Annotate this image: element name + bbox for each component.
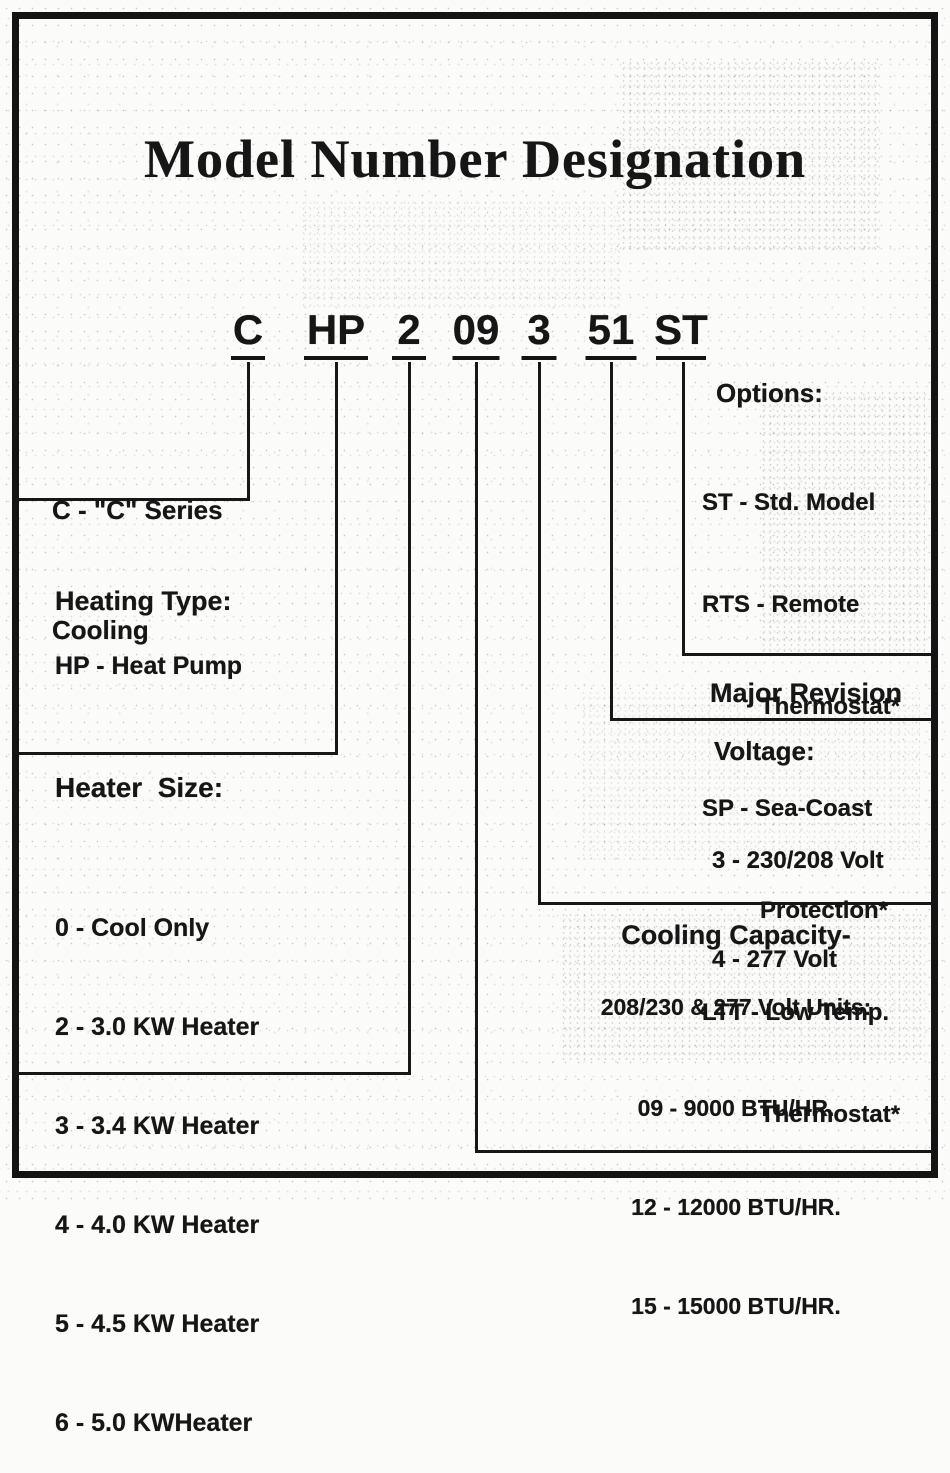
heater-size-item: 5 - 4.5 KW Heater — [55, 1310, 260, 1338]
connector-line-capacity-v — [475, 362, 478, 1153]
heater-size-item: 6 - 5.0 KWHeater — [55, 1409, 253, 1437]
connector-line-voltage-h — [538, 902, 932, 905]
connector-line-heating-h — [16, 752, 338, 755]
segment-underline — [521, 356, 557, 360]
segment-underline — [585, 356, 637, 360]
heating-type-item: HP - Heat Pump — [55, 652, 243, 680]
major-revision-label: Major Revision — [710, 678, 903, 708]
model-segment-heater: 2 — [397, 306, 421, 353]
segment-underline — [392, 356, 426, 360]
heater-size-item: 3 - 3.4 KW Heater — [55, 1112, 260, 1140]
model-segment-series: C — [232, 306, 264, 353]
voltage-list: 3 - 230/208 Volt 4 - 277 Volt — [712, 778, 884, 1009]
page-title: Model Number Designation — [143, 129, 806, 189]
connector-line-revision-h — [610, 718, 932, 721]
heating-type-heading: Heating Type: — [55, 586, 232, 616]
model-segment-options: ST — [654, 306, 708, 353]
options-item-continuation: Thermostat* — [760, 1101, 901, 1128]
cooling-capacity-subheading: 208/230 & 277 Volt Units: — [600, 994, 872, 1020]
heater-size-heading: Heater Size: — [55, 772, 224, 803]
connector-line-series-v — [247, 362, 250, 501]
series-label: C - "C" Series Cooling — [52, 410, 223, 690]
options-item-continuation: Thermostat* — [760, 693, 901, 720]
page-border-frame — [12, 12, 938, 1178]
model-segment-voltage: 3 — [527, 306, 551, 353]
options-list: ST - Std. Model RTS - Remote Thermostat*… — [702, 418, 900, 1166]
cooling-capacity-heading: Cooling Capacity- — [621, 920, 851, 950]
segment-underline — [231, 356, 265, 360]
voltage-item: 4 - 277 Volt — [712, 946, 837, 973]
connector-line-heater-h — [16, 1072, 411, 1075]
cooling-capacity-item: 12 - 12000 BTU/HR. — [631, 1194, 841, 1220]
options-item: RTS - Remote — [702, 591, 860, 618]
options-item: ST - Std. Model — [702, 489, 876, 516]
heater-size-list: 0 - Cool Only 2 - 3.0 KW Heater 3 - 3.4 … — [55, 846, 259, 1473]
cooling-capacity-item: 09 - 9000 BTU/HR. — [637, 1095, 835, 1121]
connector-line-revision-v — [610, 362, 613, 720]
connector-line-voltage-v — [538, 362, 541, 905]
connector-line-heating-v — [335, 362, 338, 755]
heater-size-item: 4 - 4.0 KW Heater — [55, 1211, 260, 1239]
options-item: SP - Sea-Coast — [702, 795, 873, 822]
voltage-heading: Voltage: — [714, 736, 815, 766]
connector-line-capacity-h — [475, 1150, 932, 1153]
segment-underline — [656, 356, 706, 360]
cooling-capacity-list: 09 - 9000 BTU/HR. 12 - 12000 BTU/HR. 15 … — [540, 1026, 932, 1356]
connector-line-options-h — [682, 653, 932, 656]
options-heading: Options: — [716, 378, 823, 408]
connector-line-options-v — [682, 362, 685, 655]
series-label-line1: C - "C" Series — [52, 495, 223, 525]
connector-line-series-h — [16, 498, 250, 501]
series-label-line2: Cooling — [52, 615, 149, 645]
heater-size-item: 0 - Cool Only — [55, 914, 210, 942]
options-item: LTT - Low Temp. — [702, 999, 890, 1026]
model-segment-revision: 51 — [587, 306, 635, 353]
model-segment-heating: HP — [306, 306, 366, 353]
options-item-continuation: Protection* — [760, 897, 889, 924]
segment-underline — [452, 356, 500, 360]
segment-underline — [304, 356, 368, 360]
cooling-capacity-item: 15 - 15000 BTU/HR. — [631, 1293, 841, 1319]
heater-size-item: 2 - 3.0 KW Heater — [55, 1013, 260, 1041]
voltage-item: 3 - 230/208 Volt — [712, 847, 884, 874]
connector-line-heater-v — [408, 362, 411, 1075]
model-segment-capacity: 09 — [452, 306, 500, 353]
